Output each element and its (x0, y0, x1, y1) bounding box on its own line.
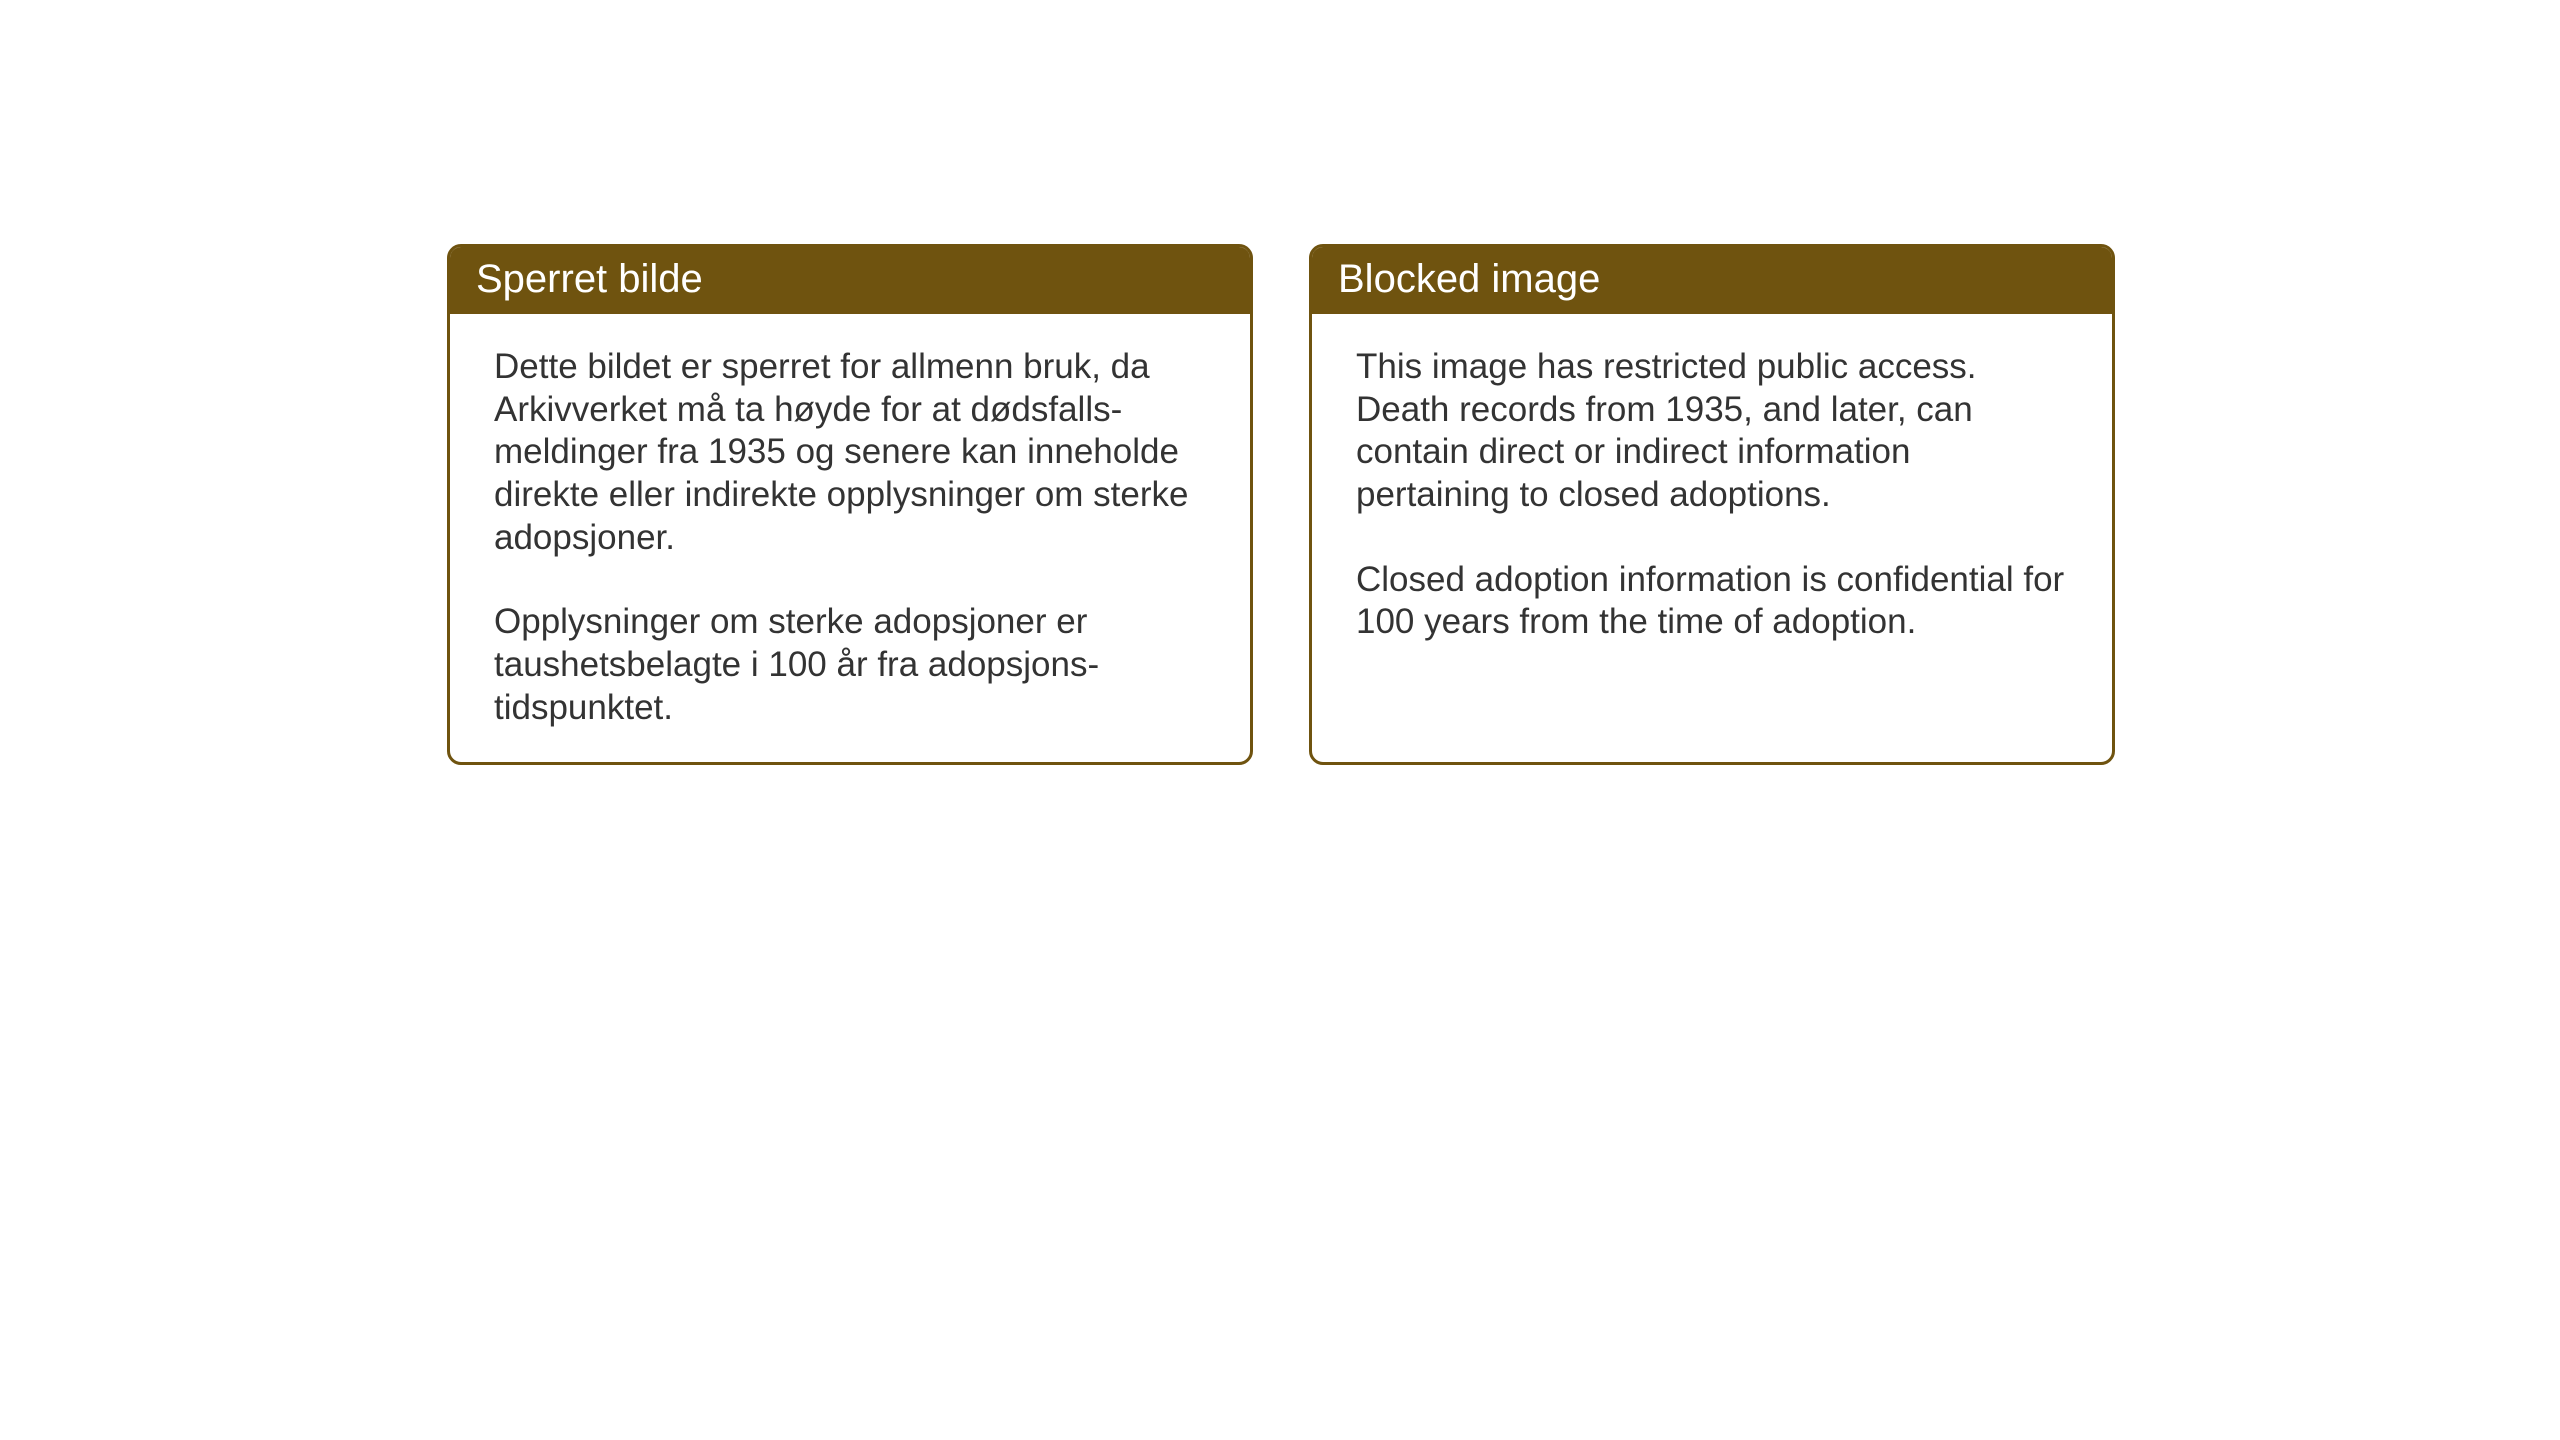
english-card-body: This image has restricted public access.… (1312, 314, 2112, 762)
norwegian-card-body: Dette bildet er sperret for allmenn bruk… (450, 314, 1250, 762)
english-paragraph-2: Closed adoption information is confident… (1356, 559, 2068, 644)
norwegian-paragraph-2: Opplysninger om sterke adopsjoner er tau… (494, 601, 1206, 729)
norwegian-paragraph-1: Dette bildet er sperret for allmenn bruk… (494, 346, 1206, 559)
norwegian-card-title: Sperret bilde (450, 247, 1250, 314)
notice-container: Sperret bilde Dette bildet er sperret fo… (447, 244, 2115, 765)
english-paragraph-1: This image has restricted public access.… (1356, 346, 2068, 517)
norwegian-notice-card: Sperret bilde Dette bildet er sperret fo… (447, 244, 1253, 765)
english-notice-card: Blocked image This image has restricted … (1309, 244, 2115, 765)
english-card-title: Blocked image (1312, 247, 2112, 314)
